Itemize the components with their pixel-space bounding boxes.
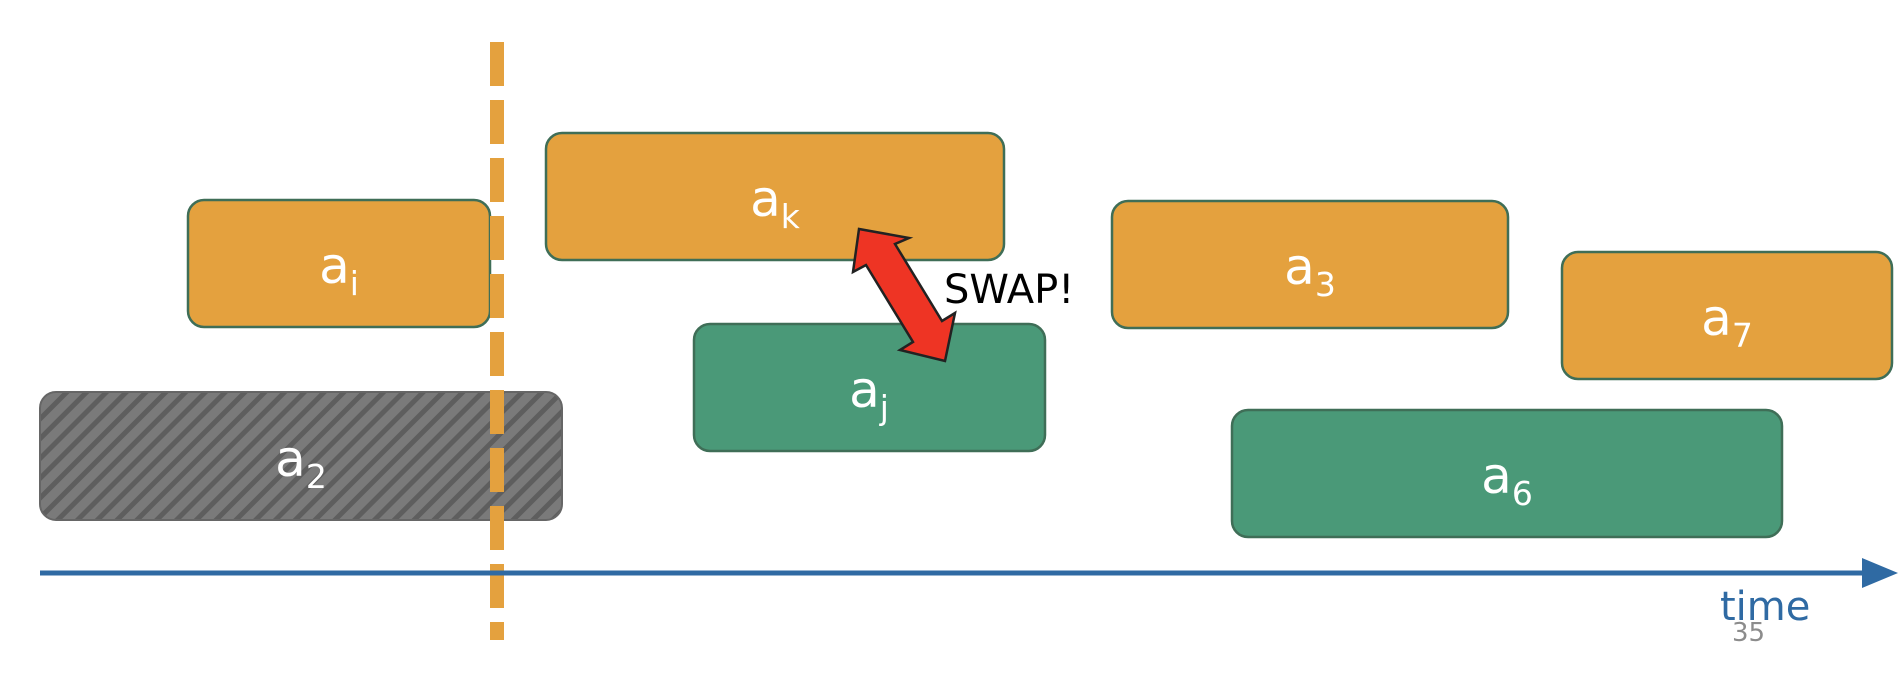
block-a6: a6 — [1230, 408, 1784, 539]
svg-text:a3: a3 — [1284, 238, 1336, 304]
block-a7: a7 — [1560, 250, 1894, 381]
block-a3: a3 — [1110, 199, 1510, 330]
block-ai-base: a — [319, 237, 350, 295]
block-ak-sub: k — [781, 197, 801, 236]
swap-arrow-icon — [851, 227, 957, 363]
block-aj-sub: j — [879, 388, 889, 427]
block-a2: a2 — [39, 391, 563, 521]
svg-text:ai: ai — [319, 237, 359, 303]
block-ai-sub: i — [350, 264, 359, 303]
block-a7-base: a — [1701, 289, 1732, 347]
block-ak-base: a — [750, 170, 781, 228]
time-axis-arrowhead-icon — [1862, 558, 1898, 588]
svg-text:a2: a2 — [275, 430, 327, 496]
block-a3-base: a — [1284, 238, 1315, 296]
page-number: 35 — [1732, 618, 1765, 648]
block-a7-sub: 7 — [1732, 316, 1753, 355]
swap-label: SWAP! — [944, 267, 1074, 313]
block-ak: ak — [544, 131, 1006, 262]
svg-text:aj: aj — [849, 361, 889, 427]
time-axis-label: time — [1720, 584, 1810, 630]
block-aj-base: a — [849, 361, 880, 419]
block-a2-sub: 2 — [306, 457, 327, 496]
time-axis — [40, 558, 1898, 588]
svg-text:ak: ak — [750, 170, 801, 236]
block-aj: aj — [692, 322, 1047, 453]
svg-text:a7: a7 — [1701, 289, 1753, 355]
block-ai: ai — [186, 198, 492, 329]
block-a2-base: a — [275, 430, 306, 488]
svg-text:a6: a6 — [1481, 447, 1533, 513]
block-a6-sub: 6 — [1512, 474, 1533, 513]
block-a6-base: a — [1481, 447, 1512, 505]
block-a3-sub: 3 — [1315, 265, 1336, 304]
